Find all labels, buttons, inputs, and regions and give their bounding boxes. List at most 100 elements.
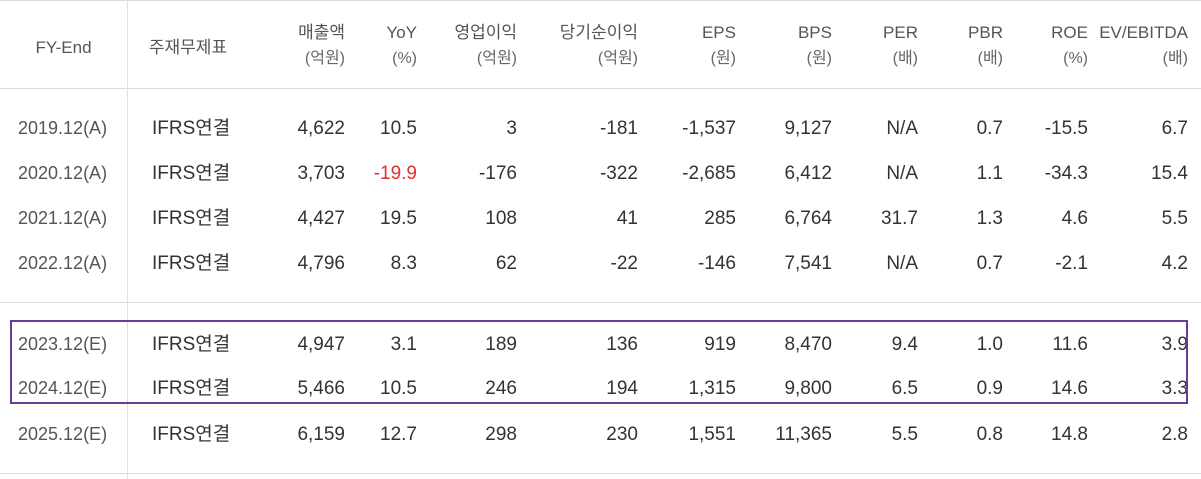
top-border [0, 0, 1201, 1]
cell-eps: -2,685 [682, 163, 736, 184]
cell-roe: -34.3 [1044, 163, 1088, 184]
fyend-column-divider [127, 0, 128, 479]
cell-bps: 7,541 [784, 253, 832, 274]
header-roe: ROE [1051, 23, 1088, 42]
header-eps-unit: (원) [710, 50, 736, 67]
cell-roe: 11.6 [1052, 334, 1088, 355]
header-bps: BPS [797, 23, 832, 42]
cell-yoy: 3.1 [390, 334, 417, 355]
cell-fy-end: 2023.12(E) [18, 334, 108, 354]
cell-main-statement: IFRS연결 [152, 208, 231, 229]
cell-revenue: 3,703 [297, 163, 345, 184]
cell-operating-profit: 189 [485, 334, 517, 355]
cell-main-statement: IFRS연결 [152, 253, 231, 274]
cell-bps: 9,800 [784, 378, 832, 399]
cell-revenue: 4,947 [297, 334, 345, 355]
header-eps: EPS [701, 23, 736, 42]
table-bottom-border [0, 473, 1201, 474]
cell-pbr: 0.8 [976, 424, 1003, 445]
header-roe-unit: (%) [1063, 50, 1088, 67]
cell-bps: 8,470 [784, 334, 832, 355]
cell-revenue: 4,796 [297, 253, 345, 274]
cell-net-profit: 136 [606, 334, 638, 355]
cell-operating-profit: 246 [485, 378, 517, 399]
cell-fy-end: 2019.12(A) [18, 118, 108, 138]
cell-per: N/A [886, 253, 918, 274]
cell-bps: 11,365 [775, 424, 832, 445]
cell-per: N/A [886, 163, 918, 184]
header-revenue: 매출액 [298, 23, 345, 42]
header-pbr: PBR [968, 23, 1003, 42]
cell-pbr: 1.3 [976, 208, 1003, 229]
cell-yoy: 12.7 [380, 424, 417, 445]
cell-yoy: 8.3 [390, 253, 417, 274]
header-operating-profit-unit: (억원) [476, 50, 517, 67]
cell-operating-profit: 3 [506, 118, 517, 139]
header-per-unit: (배) [892, 50, 918, 67]
cell-revenue: 6,159 [297, 424, 345, 445]
header-per: PER [883, 23, 918, 42]
cell-roe: -15.5 [1044, 118, 1088, 139]
cell-pbr: 0.9 [976, 378, 1003, 399]
header-revenue-unit: (억원) [304, 50, 345, 67]
cell-yoy: -19.9 [373, 163, 417, 184]
cell-eps: 1,551 [688, 424, 736, 445]
cell-roe: -2.1 [1055, 253, 1088, 274]
cell-fy-end: 2021.12(A) [18, 208, 108, 228]
cell-pbr: 0.7 [976, 118, 1003, 139]
cell-net-profit: 230 [606, 424, 638, 445]
cell-eps: 285 [704, 208, 736, 229]
cell-per: 6.5 [891, 378, 918, 399]
cell-main-statement: IFRS연결 [152, 334, 231, 355]
cell-bps: 6,412 [784, 163, 832, 184]
cell-net-profit: 41 [616, 208, 638, 229]
cell-fy-end: 2022.12(A) [18, 253, 108, 273]
cell-net-profit: -22 [610, 253, 638, 274]
cell-per: 5.5 [891, 424, 918, 445]
cell-operating-profit: 62 [495, 253, 517, 274]
cell-per: N/A [886, 118, 918, 139]
cell-main-statement: IFRS연결 [152, 378, 231, 399]
cell-pbr: 1.0 [976, 334, 1003, 355]
cell-per: 9.4 [891, 334, 918, 355]
cell-yoy: 19.5 [380, 208, 417, 229]
header-operating-profit: 영업이익 [454, 23, 517, 42]
header-bps-unit: (원) [806, 50, 832, 67]
estimate-highlight-box [10, 320, 1188, 404]
cell-ev-ebitda: 6.7 [1161, 118, 1188, 139]
cell-bps: 6,764 [784, 208, 832, 229]
cell-pbr: 1.1 [976, 163, 1003, 184]
header-fy-end: FY-End [35, 38, 92, 57]
cell-eps: 1,315 [688, 378, 736, 399]
header-yoy: YoY [386, 23, 417, 42]
cell-main-statement: IFRS연결 [152, 424, 231, 445]
cell-main-statement: IFRS연결 [152, 163, 231, 184]
cell-per: 31.7 [881, 208, 918, 229]
cell-ev-ebitda: 3.3 [1161, 378, 1188, 399]
cell-bps: 9,127 [784, 118, 832, 139]
header-yoy-unit: (%) [392, 50, 417, 67]
header-pbr-unit: (배) [977, 50, 1003, 67]
header-bottom-border [0, 88, 1201, 89]
cell-pbr: 0.7 [976, 253, 1003, 274]
cell-revenue: 4,427 [297, 208, 345, 229]
cell-ev-ebitda: 5.5 [1161, 208, 1188, 229]
cell-net-profit: -322 [599, 163, 638, 184]
cell-roe: 14.8 [1051, 424, 1088, 445]
cell-roe: 14.6 [1051, 378, 1088, 399]
cell-eps: -146 [697, 253, 736, 274]
header-main-statement: 주재무제표 [148, 38, 228, 57]
cell-operating-profit: -176 [478, 163, 517, 184]
cell-main-statement: IFRS연결 [152, 118, 231, 139]
cell-operating-profit: 108 [485, 208, 517, 229]
header-ev-ebitda: EV/EBITDA [1099, 23, 1188, 42]
cell-eps: 919 [704, 334, 736, 355]
cell-yoy: 10.5 [380, 378, 417, 399]
cell-net-profit: -181 [599, 118, 638, 139]
cell-ev-ebitda: 4.2 [1161, 253, 1188, 274]
cell-revenue: 5,466 [297, 378, 345, 399]
header-net-profit: 당기순이익 [559, 23, 638, 42]
cell-fy-end: 2024.12(E) [18, 378, 108, 398]
cell-fy-end: 2020.12(A) [18, 163, 108, 183]
